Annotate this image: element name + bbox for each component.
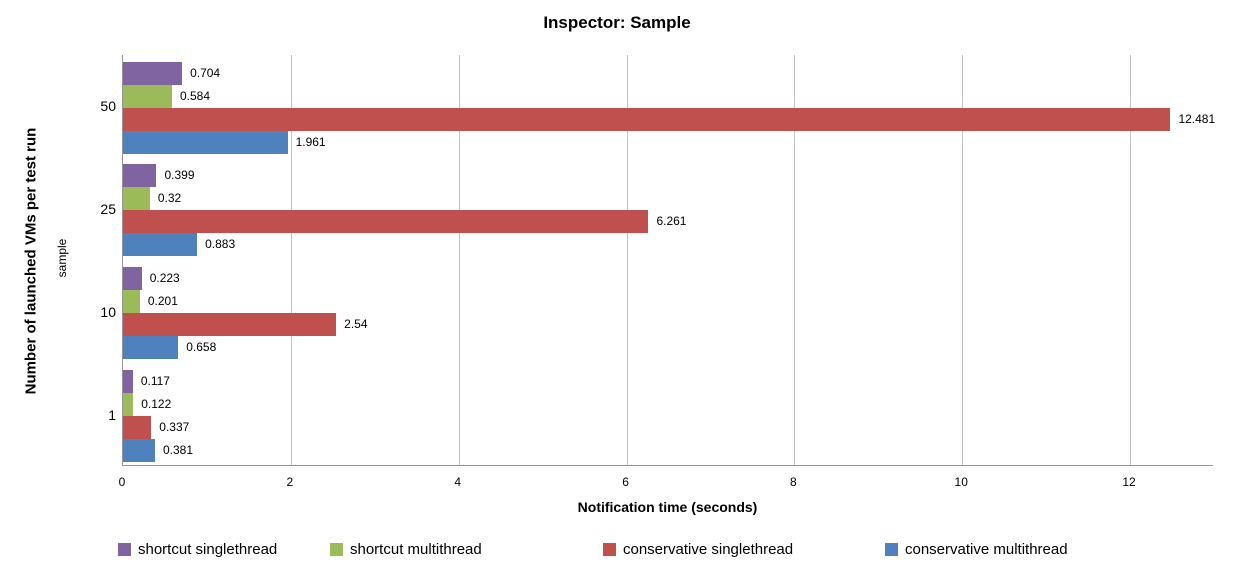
- chart-title: Inspector: Sample: [543, 13, 691, 32]
- data-label-conservative-singlethread-vm25: 6.261: [656, 214, 687, 229]
- bar-shortcut-singlethread-vm50: [123, 61, 183, 85]
- bar-shortcut-singlethread-vm25: [123, 164, 157, 188]
- bar-shortcut-multithread-vm25: [123, 187, 150, 211]
- x-axis-title: Notification time (seconds): [577, 499, 758, 515]
- category-label-10: 10: [100, 303, 116, 320]
- bar-conservative-multithread-vm10: [123, 336, 179, 359]
- legend-swatch-icon: [603, 543, 616, 556]
- legend-label: shortcut multithread: [350, 541, 482, 558]
- data-label-shortcut-multithread-vm1: 0.122: [141, 396, 172, 411]
- bar-conservative-multithread-vm50: [123, 130, 288, 154]
- bar-shortcut-singlethread-vm10: [123, 267, 142, 290]
- bar-shortcut-multithread-vm50: [123, 84, 172, 108]
- category-label-25: 25: [100, 201, 116, 218]
- legend-item-shortcut-singlethread: shortcut singlethread: [118, 541, 277, 558]
- legend-item-shortcut-multithread: shortcut multithread: [330, 541, 482, 558]
- data-label-conservative-multithread-vm50: 1.961: [295, 134, 326, 149]
- x-tick-label-12: 12: [1122, 475, 1136, 489]
- x-tick-label-6: 6: [622, 475, 629, 489]
- x-tick-label-0: 0: [118, 475, 126, 489]
- data-label-shortcut-singlethread-vm50: 0.704: [190, 65, 221, 80]
- x-tick-label-4: 4: [454, 475, 462, 489]
- x-tick-label-2: 2: [286, 475, 294, 489]
- legend-swatch-icon: [118, 543, 131, 556]
- gridline-x-12: [1130, 55, 1132, 465]
- data-label-shortcut-singlethread-vm1: 0.117: [140, 373, 170, 388]
- data-label-shortcut-multithread-vm25: 0.32: [157, 191, 182, 206]
- gridline-x-10: [962, 55, 964, 465]
- legend-item-conservative-multithread: conservative multithread: [885, 541, 1068, 558]
- plot-area: 0.704 0.584 12.481 1.961 0.399 0.32 6.261 0.883…: [122, 55, 1216, 466]
- data-label-conservative-singlethread-vm1: 0.337: [159, 419, 190, 434]
- bar-conservative-multithread-vm1: [123, 438, 155, 462]
- gridline-x-2: [290, 55, 292, 465]
- bar-conservative-singlethread-vm25: [123, 210, 649, 234]
- data-label-conservative-multithread-vm25: 0.883: [205, 237, 236, 252]
- category-label-50: 50: [100, 98, 116, 115]
- data-label-conservative-singlethread-vm10: 2.54: [344, 317, 368, 331]
- bar-shortcut-multithread-vm1: [123, 392, 134, 416]
- legend-label: conservative multithread: [905, 541, 1068, 558]
- category-label-1: 1: [108, 406, 116, 423]
- gridline-x-4: [458, 55, 460, 465]
- data-label-conservative-singlethread-vm50: 12.481: [1178, 111, 1216, 126]
- data-label-shortcut-multithread-vm50: 0.584: [180, 88, 211, 103]
- bar-shortcut-singlethread-vm1: [123, 369, 133, 393]
- data-label-shortcut-multithread-vm10: 0.201: [147, 294, 178, 308]
- gridline-x-8: [794, 55, 796, 465]
- data-label-shortcut-singlethread-vm10: 0.223: [149, 271, 180, 285]
- data-label-conservative-multithread-vm1: 0.381: [162, 442, 193, 457]
- data-label-conservative-multithread-vm10: 0.658: [186, 340, 217, 354]
- legend-swatch-icon: [885, 543, 898, 556]
- bar-shortcut-multithread-vm10: [123, 290, 140, 313]
- bar-conservative-singlethread-vm50: [123, 107, 1171, 131]
- bar-conservative-singlethread-vm10: [123, 313, 337, 336]
- data-label-shortcut-singlethread-vm25: 0.399: [164, 168, 195, 183]
- legend-swatch-icon: [330, 543, 343, 556]
- bar-conservative-multithread-vm25: [123, 233, 198, 257]
- bar-conservative-singlethread-vm1: [123, 415, 152, 439]
- legend-label: conservative singlethread: [623, 541, 794, 558]
- gridline-x-6: [626, 55, 628, 465]
- x-tick-label-10: 10: [954, 475, 968, 489]
- x-tick-label-8: 8: [790, 475, 797, 489]
- legend-label: shortcut singlethread: [138, 541, 278, 558]
- legend-item-conservative-singlethread: conservative singlethread: [603, 541, 793, 558]
